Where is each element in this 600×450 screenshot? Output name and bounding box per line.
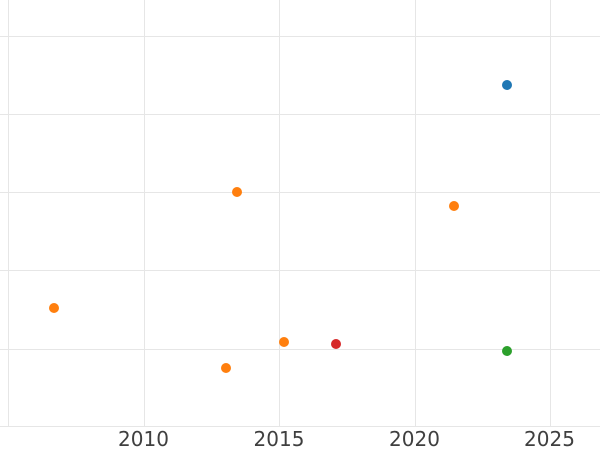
x-tick-label: 2015 [253,427,305,450]
gridline-horizontal [0,36,600,37]
x-tick-label: 2010 [118,427,169,450]
gridline-horizontal [0,270,600,271]
gridline-horizontal [0,426,600,427]
x-tick-label: 2020 [389,427,440,450]
scatter-point-orange-series [221,363,231,373]
gridline-vertical [143,0,145,426]
scatter-point-orange-series [49,302,59,313]
gridline-horizontal [0,192,600,193]
x-tick-label: 2025 [524,427,575,450]
scatter-point-orange-series [449,201,459,211]
scatter-point-orange-series [279,337,289,347]
scatter-point-green-series [502,346,512,356]
scatter-point-orange-series [232,186,242,197]
scatter-point-blue-series [502,80,512,90]
gridline-horizontal [0,348,600,350]
gridline-horizontal [0,114,600,115]
gridline-vertical [279,0,280,426]
gridline-vertical [414,0,416,426]
gridline-vertical [8,0,9,426]
scatter-point-red-series [331,339,341,349]
gridline-vertical [549,0,551,426]
